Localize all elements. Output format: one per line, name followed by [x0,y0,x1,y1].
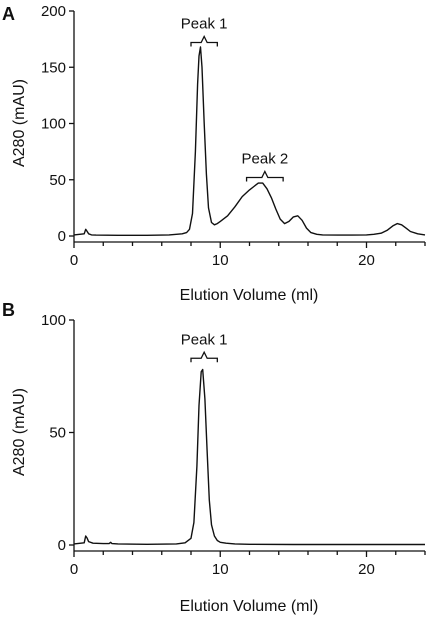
panel-b-x-tick-label: 0 [70,561,78,578]
panel-a-peak-label: Peak 1 [181,16,228,33]
panel-a-y-tick-label: 200 [41,3,66,20]
panel-b-series-line [73,368,425,546]
panel-a-y-tick-label: 0 [58,228,66,245]
panel-b-peak-label: Peak 1 [181,331,228,348]
panel-a-y-tick-label: 50 [49,172,66,189]
panel-b: B A280 (mAU) Elution Volume (ml) 0 50 100 0… [2,300,426,615]
panel-b-letter: B [2,300,15,320]
panel-a-y-tick-label: 150 [41,59,66,76]
panel-a: A A280 (mAU) Elution Volume (ml) 0501001… [2,3,426,304]
panel-b-x-tick-label: 20 [358,561,375,578]
panel-a-x-tick-label: 0 [70,252,78,269]
panel-a-peak-bracket [190,35,218,47]
panel-b-x-axis-label: Elution Volume (ml) [180,598,319,615]
panel-b-y-axis-label: A280 (mAU) [11,388,28,476]
panel-a-series-line [73,46,426,237]
panel-b-y-tick-label: 0 [58,537,66,554]
panel-b-peak-bracket [190,350,218,363]
panel-b-y-tick-label: 100 [41,312,66,329]
panel-a-letter: A [2,4,15,24]
panel-a-peak-bracket [245,170,284,182]
panel-a-x-tick-label: 20 [358,252,375,269]
panel-a-x-axis-label: Elution Volume (ml) [180,287,319,304]
panel-a-x-tick-label: 10 [212,252,229,269]
panel-b-y-tick-label: 50 [49,425,66,442]
panel-a-peak-label: Peak 2 [242,151,289,168]
panel-a-y-tick-label: 100 [41,116,66,133]
panel-b-x-tick-label: 10 [212,561,229,578]
panel-a-y-axis-label: A280 (mAU) [11,79,28,167]
